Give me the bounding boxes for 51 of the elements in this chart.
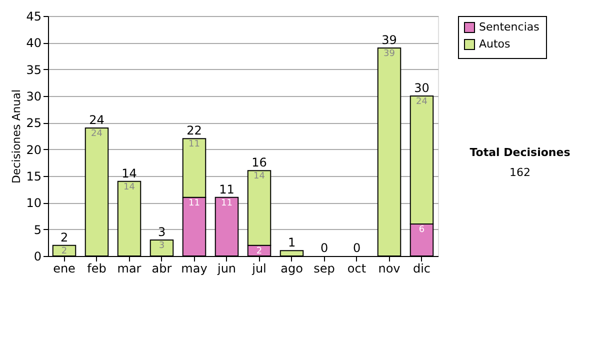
total-label: 22 xyxy=(186,124,202,138)
data-label: 2 xyxy=(256,246,262,256)
x-tick-label: may xyxy=(181,262,208,276)
y-tick-label: 45 xyxy=(26,10,42,24)
y-tick-label: 10 xyxy=(26,196,42,210)
total-label: 30 xyxy=(414,81,430,95)
x-tick-label: mar xyxy=(117,262,142,276)
total-label: 14 xyxy=(122,166,137,180)
text: 162 xyxy=(510,166,530,179)
data-label: 3 xyxy=(158,241,165,251)
y-tick-label: 15 xyxy=(26,170,42,184)
total-label: 24 xyxy=(89,113,104,127)
data-label: 14 xyxy=(124,182,136,192)
total-label: 0 xyxy=(352,241,361,255)
data-label: 14 xyxy=(254,172,266,182)
y-tick-label: 25 xyxy=(26,116,42,130)
legend-label: Sentencias xyxy=(479,20,540,34)
data-label: 2 xyxy=(61,246,68,256)
x-tick-label: ene xyxy=(53,262,76,276)
y-tick-label: 30 xyxy=(26,90,42,104)
y-tick-label: 0 xyxy=(34,250,42,264)
data-label: 24 xyxy=(91,129,103,139)
total-label: 11 xyxy=(219,182,234,196)
y-axis-title: Decisiones Anual xyxy=(10,89,24,184)
x-tick-label: oct xyxy=(347,262,366,276)
total-label: 2 xyxy=(60,230,68,244)
total-label: 39 xyxy=(382,33,397,47)
x-tick-label: jun xyxy=(216,262,236,276)
data-label: 39 xyxy=(384,49,396,59)
total-label: 1 xyxy=(288,236,296,250)
x-tick-label: nov xyxy=(378,262,400,276)
x-tick-label: jul xyxy=(251,262,266,276)
total-label: 3 xyxy=(158,225,166,239)
total-label: 16 xyxy=(252,156,267,170)
text: Total Decisiones xyxy=(470,146,571,159)
data-label: 11 xyxy=(188,140,200,150)
data-label: 11 xyxy=(221,198,232,208)
total-label: 0 xyxy=(320,241,328,255)
x-tick-label: sep xyxy=(314,262,335,276)
x-tick-label: dic xyxy=(412,262,431,276)
x-tick-label: ago xyxy=(280,262,303,276)
data-label: 6 xyxy=(418,225,425,235)
y-tick-label: 35 xyxy=(26,62,42,77)
data-label: 11 xyxy=(188,198,200,208)
x-tick-label: abr xyxy=(152,262,172,276)
data-label: 24 xyxy=(416,97,428,107)
x-tick-label: feb xyxy=(87,262,106,276)
y-tick-label: 5 xyxy=(34,222,42,237)
y-tick-label: 20 xyxy=(26,142,42,157)
y-tick-label: 40 xyxy=(26,36,42,50)
legend-label: Autos xyxy=(479,38,511,50)
